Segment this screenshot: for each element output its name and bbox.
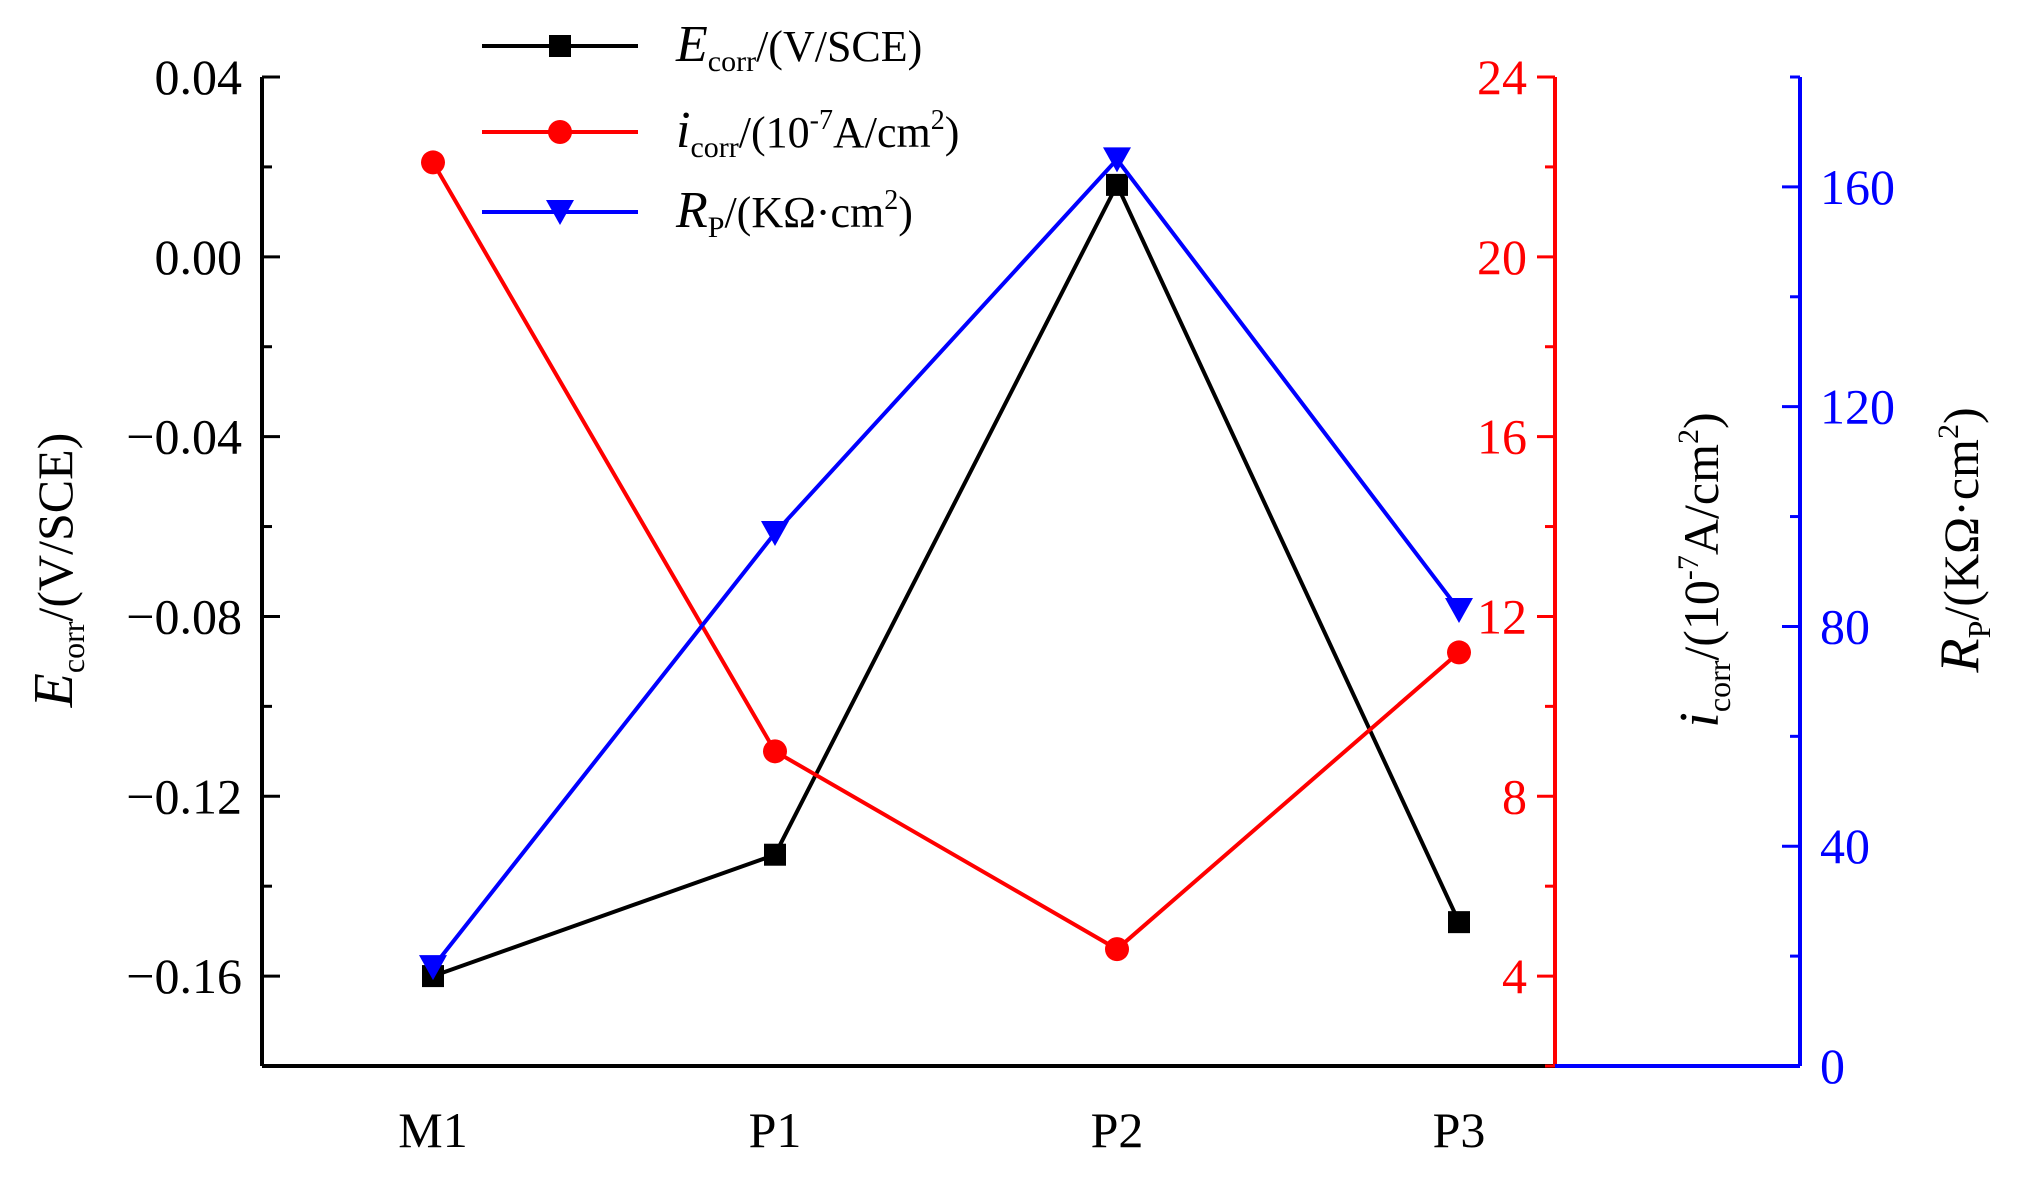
right1-tick-label: 8 xyxy=(1502,768,1527,824)
legend-marker xyxy=(548,120,572,144)
axes-layer: M1 P1 P2 P3 0.04 0.00 −0.04 −0.08 −0.12 −0.16 24 20… xyxy=(126,49,1895,1158)
series-line-E_corr xyxy=(432,180,1461,978)
x-tick-label: P1 xyxy=(749,1102,802,1158)
series-line-i_corr xyxy=(431,161,1461,952)
axis-titles: Ecorr/(V/SCE) icorr/(10-7A/cm2) RP/(KΩ·cm2… xyxy=(23,407,1997,727)
right2-axis-title: RP/(KΩ·cm2) xyxy=(1929,407,1997,673)
point-E_corr xyxy=(1448,911,1470,934)
point-R_P xyxy=(1103,147,1131,173)
point-i_corr xyxy=(421,150,445,175)
legend: Ecorr/(V/SCE) icorr/(10-7A/cm2) RP/(KΩ·cm2… xyxy=(482,16,959,244)
right1-tick-label: 12 xyxy=(1477,588,1527,644)
right2-tick-label: 40 xyxy=(1820,818,1870,874)
point-R_P xyxy=(1445,597,1473,623)
legend-label: RP/(KΩ·cm2) xyxy=(675,182,913,244)
left-tick-label: 0.04 xyxy=(155,49,243,105)
point-i_corr xyxy=(763,739,787,764)
right2-tick-label: 80 xyxy=(1820,598,1870,654)
right2-tick-label: 120 xyxy=(1820,379,1895,435)
right2-tick-label: 160 xyxy=(1820,159,1895,215)
series-layer xyxy=(419,147,1473,988)
left-tick-label: −0.16 xyxy=(126,948,242,1004)
left-tick-label: 0.00 xyxy=(155,229,243,285)
right2-tick-label: 0 xyxy=(1820,1038,1845,1094)
x-tick-label: P2 xyxy=(1091,1102,1144,1158)
left-tick-label: −0.04 xyxy=(126,409,242,465)
legend-marker xyxy=(546,200,574,225)
right1-tick-label: 4 xyxy=(1502,948,1527,1004)
right1-axis-title: icorr/(10-7A/cm2) xyxy=(1669,412,1737,727)
left-axis-title: Ecorr/(V/SCE) xyxy=(23,433,91,709)
x-tick-label: P3 xyxy=(1433,1102,1486,1158)
right1-tick-label: 16 xyxy=(1477,409,1527,465)
point-E_corr xyxy=(1106,173,1128,196)
left-tick-label: −0.08 xyxy=(126,588,242,644)
point-R_P xyxy=(761,521,789,547)
legend-label: icorr/(10-7A/cm2) xyxy=(676,102,959,164)
legend-label: Ecorr/(V/SCE) xyxy=(675,16,922,78)
point-E_corr xyxy=(764,843,786,866)
left-tick-label: −0.12 xyxy=(126,768,242,824)
legend-marker xyxy=(549,35,571,57)
point-R_P xyxy=(419,955,447,981)
series-line-R_P xyxy=(431,156,1461,969)
point-i_corr xyxy=(1447,640,1471,665)
right1-tick-label: 24 xyxy=(1477,49,1527,105)
x-tick-label: M1 xyxy=(398,1102,467,1158)
point-i_corr xyxy=(1105,937,1129,962)
right1-tick-label: 20 xyxy=(1477,229,1527,285)
